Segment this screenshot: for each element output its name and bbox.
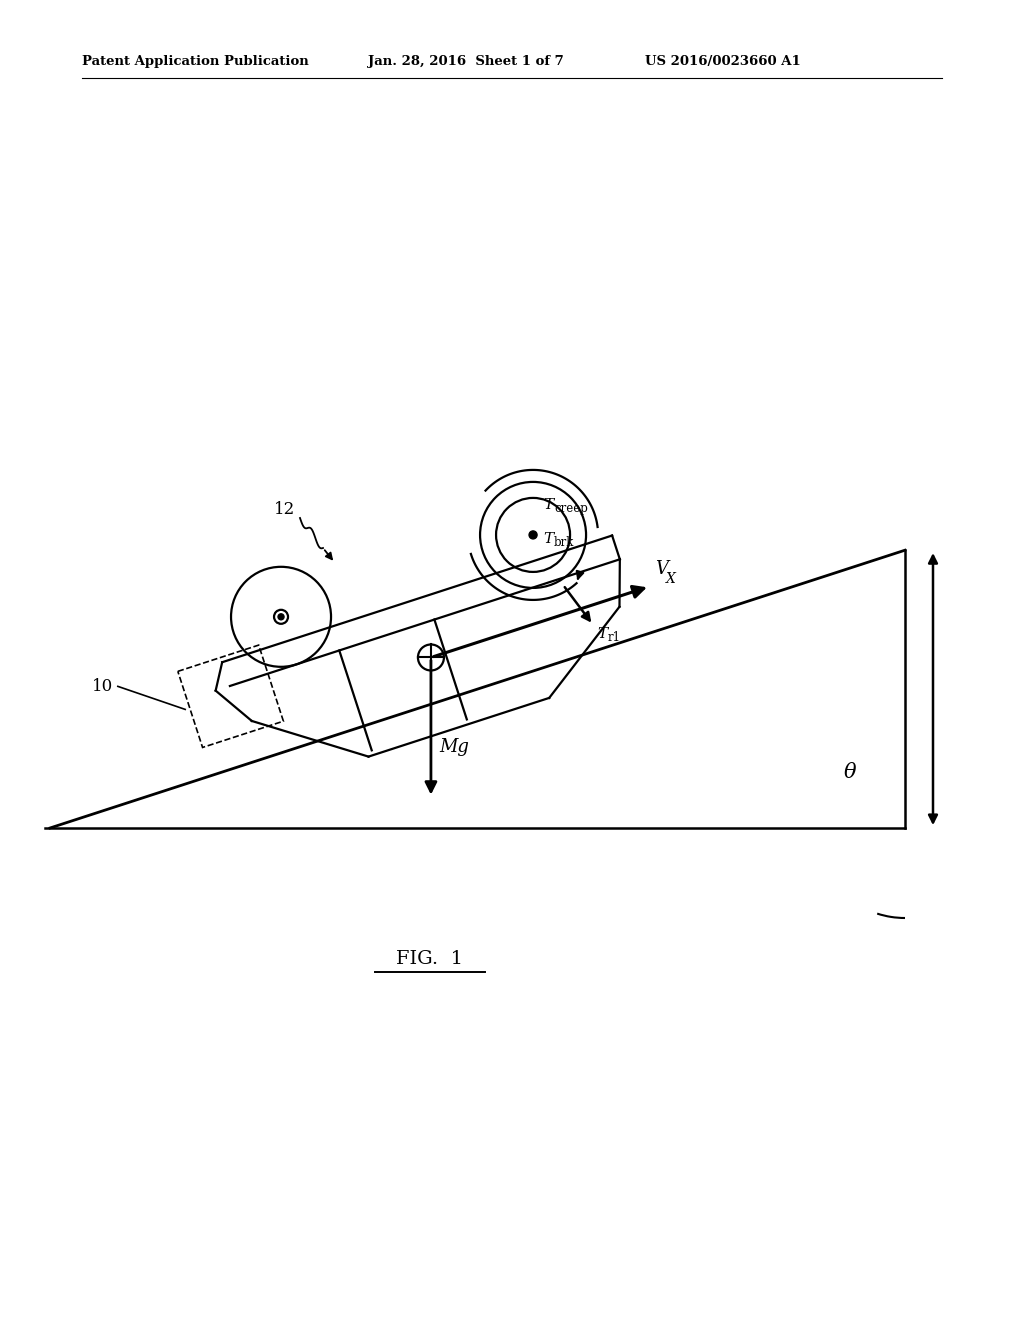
Text: FIG.  1: FIG. 1 — [396, 950, 464, 968]
Text: X: X — [666, 573, 676, 586]
Text: 10: 10 — [91, 678, 113, 694]
Text: T: T — [597, 627, 607, 642]
Text: 12: 12 — [273, 502, 295, 519]
Text: θ: θ — [844, 763, 856, 783]
Text: V: V — [654, 561, 668, 578]
Circle shape — [529, 531, 537, 539]
Text: Mg: Mg — [439, 738, 469, 756]
Text: T: T — [543, 532, 553, 546]
Text: creep: creep — [554, 503, 588, 515]
Text: r1: r1 — [608, 631, 622, 644]
Text: US 2016/0023660 A1: US 2016/0023660 A1 — [645, 55, 801, 69]
Text: T: T — [543, 498, 553, 512]
Text: brk: brk — [554, 536, 574, 549]
Circle shape — [279, 614, 284, 620]
Text: Patent Application Publication: Patent Application Publication — [82, 55, 309, 69]
Text: Jan. 28, 2016  Sheet 1 of 7: Jan. 28, 2016 Sheet 1 of 7 — [368, 55, 564, 69]
